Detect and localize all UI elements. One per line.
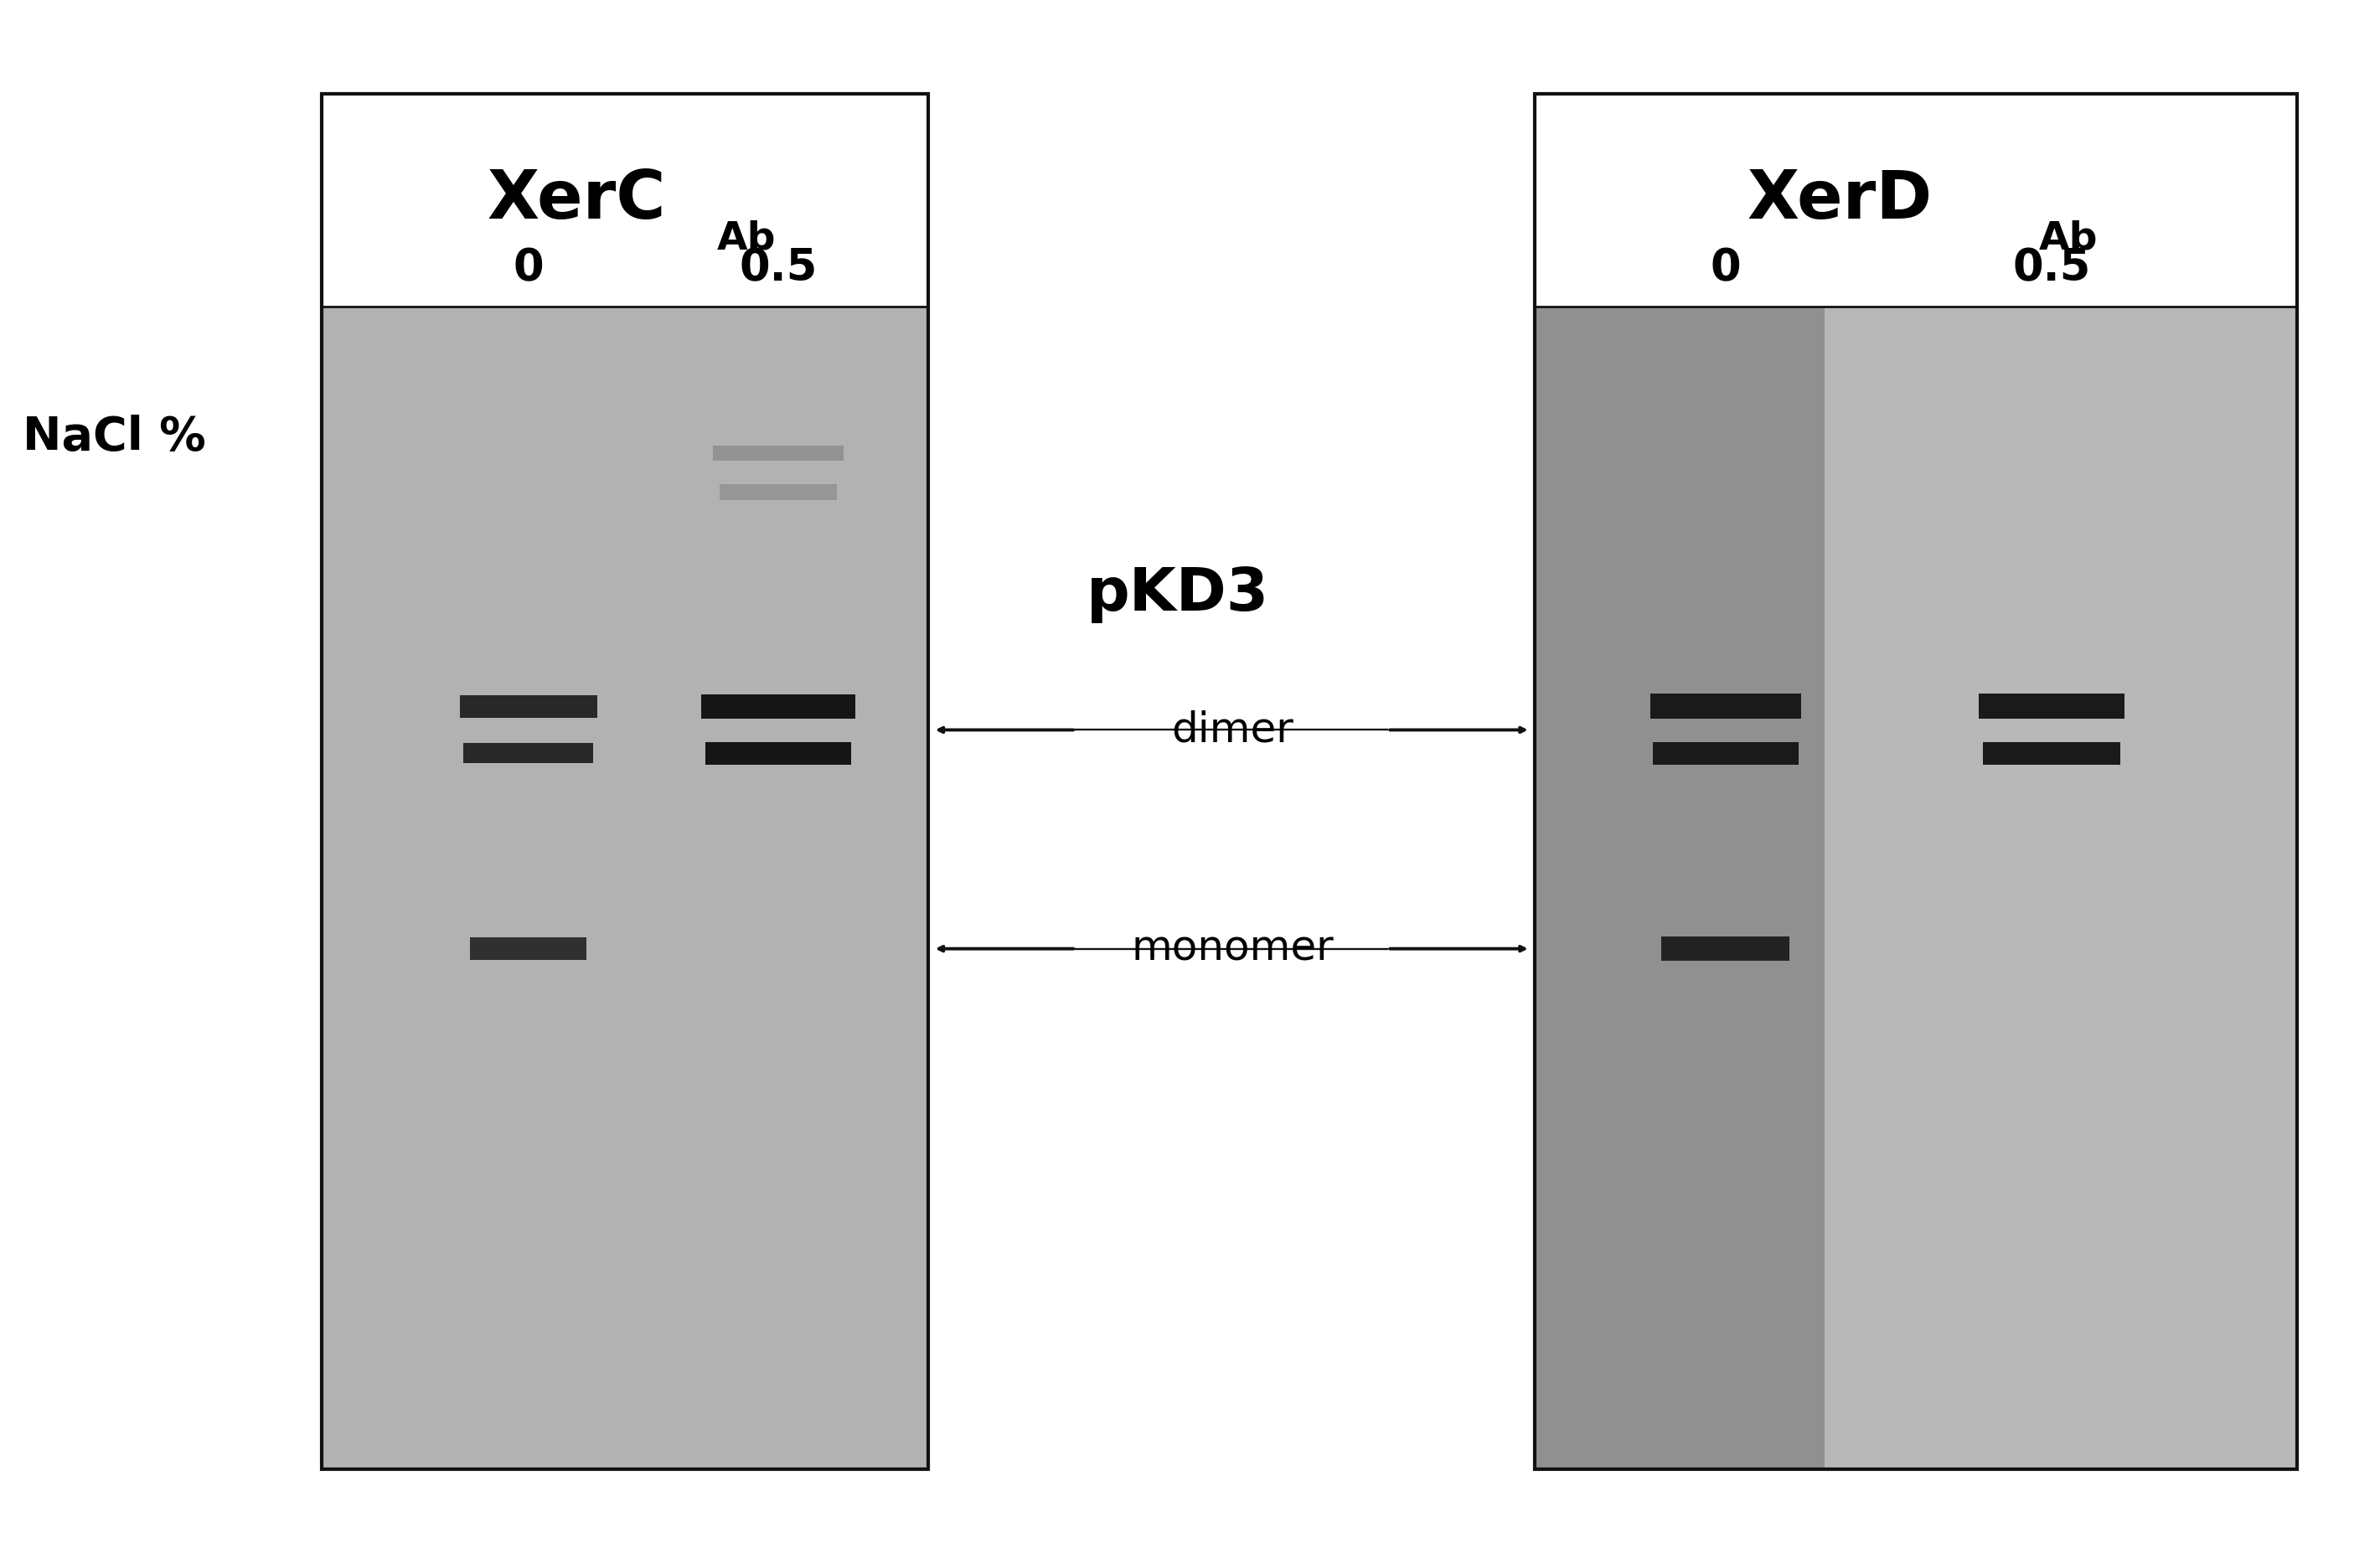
- Text: monomer: monomer: [1130, 928, 1335, 969]
- Bar: [321, 94, 928, 1469]
- Bar: [464, 744, 593, 763]
- Text: 0.5: 0.5: [2013, 247, 2090, 291]
- Bar: [1535, 94, 2297, 1469]
- Bar: [714, 445, 843, 461]
- Bar: [471, 938, 585, 960]
- Bar: [1649, 694, 1802, 719]
- Bar: [1535, 94, 2297, 306]
- Bar: [1652, 742, 1799, 764]
- Bar: [702, 694, 854, 719]
- Bar: [1535, 306, 1825, 1469]
- Bar: [704, 742, 852, 764]
- Text: XerC: XerC: [488, 167, 666, 233]
- Text: XerD: XerD: [1747, 167, 1933, 233]
- Bar: [1535, 306, 2297, 1469]
- Text: Ab: Ab: [2040, 220, 2097, 258]
- Bar: [1978, 694, 2125, 719]
- Text: 0.5: 0.5: [740, 247, 816, 291]
- Text: Ab: Ab: [716, 220, 776, 258]
- Bar: [321, 306, 928, 1469]
- Text: dimer: dimer: [1171, 710, 1295, 750]
- Bar: [1983, 742, 2121, 764]
- Text: 0: 0: [514, 247, 543, 291]
- Bar: [321, 94, 928, 306]
- Bar: [1661, 936, 1790, 961]
- Text: 0: 0: [1711, 247, 1740, 291]
- Text: NaCl %: NaCl %: [24, 416, 205, 460]
- Bar: [719, 485, 838, 500]
- Bar: [459, 696, 597, 717]
- Text: pKD3: pKD3: [1088, 566, 1269, 622]
